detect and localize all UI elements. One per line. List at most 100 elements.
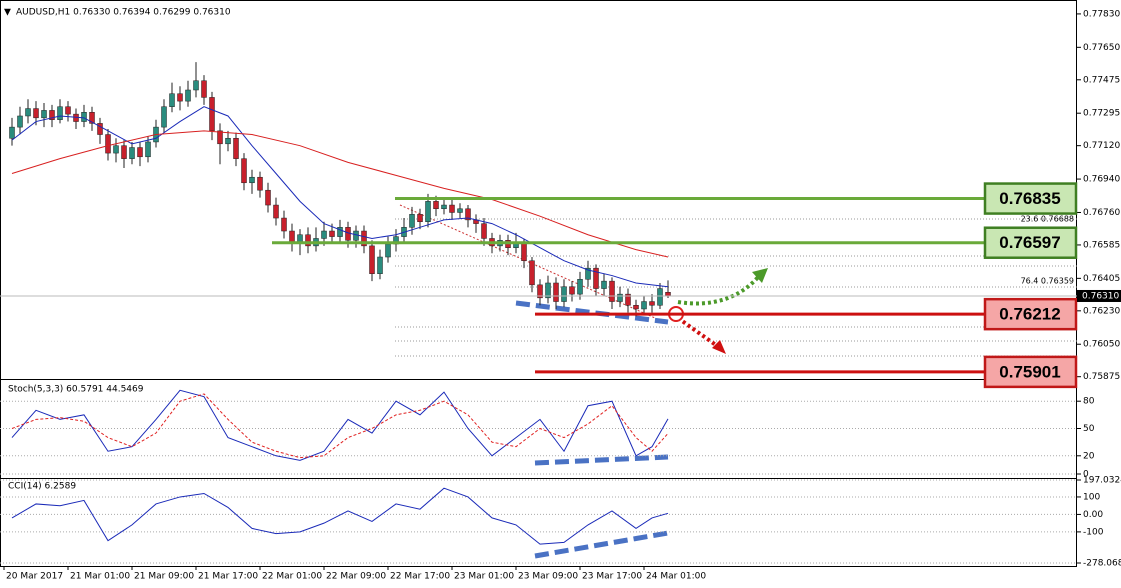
candle-body: [457, 208, 463, 213]
candle-body: [657, 288, 663, 306]
candle-body: [33, 108, 39, 119]
fib-label: 76.4 0.76359: [1021, 277, 1074, 286]
candle-body: [633, 305, 639, 310]
candle-body: [641, 301, 647, 310]
candle-body: [249, 176, 255, 184]
candle-body: [177, 93, 183, 102]
level-label: 0.76835: [999, 189, 1060, 208]
candle-body: [537, 284, 543, 299]
candle-body: [241, 158, 247, 184]
candle-body: [649, 301, 655, 306]
y-tick-label: 0.77295: [1083, 109, 1120, 119]
candle-body: [193, 80, 199, 91]
candle-body: [57, 106, 63, 120]
indicator-title: Stoch(5,3,3) 60.5791 44.5469: [8, 385, 144, 395]
candle-body: [585, 267, 591, 280]
candle-body: [345, 227, 351, 241]
candle-body: [89, 112, 95, 124]
current-price-label: 0.76310: [1082, 291, 1119, 301]
candle-body: [521, 241, 527, 261]
x-tick-label: 20 Mar 2017: [6, 572, 63, 582]
candle-body: [665, 292, 671, 297]
candle-body: [441, 204, 447, 210]
y-tick-label: 0.00: [1083, 510, 1103, 520]
candle-body: [377, 256, 383, 274]
candle-body: [281, 217, 287, 232]
candle-body: [145, 141, 151, 158]
candle-body: [369, 245, 375, 274]
candle-body: [417, 214, 423, 223]
symbol-header: AUDUSD,H1 0.76330 0.76394 0.76299 0.7631…: [16, 8, 231, 18]
candle-body: [265, 189, 271, 206]
x-tick-label: 22 Mar 01:00: [262, 572, 322, 582]
y-tick-label: 0.75875: [1083, 372, 1120, 382]
candle-body: [17, 115, 23, 128]
candle-body: [161, 106, 167, 128]
x-tick-label: 23 Mar 09:00: [518, 572, 578, 582]
candle-body: [273, 204, 279, 219]
candle-body: [353, 230, 359, 241]
candle-body: [209, 97, 215, 132]
candle-body: [569, 286, 575, 295]
candle-body: [617, 293, 623, 302]
candle-body: [361, 230, 367, 247]
indicator-line: [11, 393, 669, 459]
level-box: [983, 226, 1078, 259]
candle-body: [257, 176, 263, 191]
level-label: 0.76597: [999, 233, 1060, 252]
candle-body: [609, 280, 615, 302]
y-tick-label: 0.77650: [1083, 43, 1120, 53]
y-tick-label: 0.76230: [1083, 306, 1120, 316]
indicator-line: [11, 389, 669, 461]
candle-body: [577, 279, 583, 295]
y-tick-label: 0: [1083, 470, 1089, 480]
candle-body: [185, 89, 191, 102]
candle-body: [25, 108, 31, 117]
candle-body: [289, 230, 295, 243]
y-tick-label: 0.77475: [1083, 75, 1120, 85]
current-price-box: [1077, 289, 1121, 302]
candle-body: [129, 147, 135, 159]
candle-body: [465, 208, 471, 221]
fib-label: 23.6 0.76688: [1021, 215, 1074, 224]
y-tick-label: 80: [1083, 397, 1095, 407]
indicator-line: [11, 106, 669, 288]
candle-body: [529, 260, 535, 286]
y-tick-label: 100: [1083, 492, 1100, 502]
candle-body: [201, 80, 207, 98]
indicator-title: CCI(14) 6.2589: [8, 482, 76, 492]
y-tick-label: -100: [1083, 527, 1104, 537]
collapse-icon[interactable]: ▼: [4, 8, 11, 18]
candle-body: [65, 106, 71, 115]
x-tick-label: 21 Mar 09:00: [134, 572, 194, 582]
indicator-line: [11, 487, 669, 545]
candle-body: [225, 137, 231, 145]
candle-body: [593, 267, 599, 289]
y-tick-label: 197.0324: [1083, 476, 1121, 486]
x-tick-label: 22 Mar 09:00: [326, 572, 386, 582]
y-tick-label: 0.76585: [1083, 240, 1120, 250]
y-tick-label: 50: [1083, 424, 1095, 434]
y-tick-label: 0.76940: [1083, 175, 1120, 185]
y-tick-label: 0.77120: [1083, 141, 1120, 151]
level-label: 0.76212: [999, 305, 1060, 324]
candle-body: [233, 137, 239, 159]
candle-body: [9, 126, 15, 139]
level-label: 0.75901: [999, 362, 1060, 381]
level-box: [983, 355, 1078, 389]
candle-body: [625, 293, 631, 306]
y-tick-label: -278.0684: [1083, 559, 1121, 569]
x-tick-label: 24 Mar 01:00: [646, 572, 706, 582]
candle-body: [97, 123, 103, 135]
y-tick-label: 0.76760: [1083, 208, 1120, 218]
candle-body: [449, 204, 455, 213]
x-tick-label: 22 Mar 17:00: [390, 572, 450, 582]
candle-body: [481, 223, 487, 239]
y-tick-label: 0.76050: [1083, 340, 1120, 350]
candle-body: [81, 112, 87, 122]
candle-body: [433, 201, 439, 210]
candle-body: [217, 130, 223, 145]
candle-body: [409, 214, 415, 228]
x-tick-label: 23 Mar 01:00: [454, 572, 514, 582]
